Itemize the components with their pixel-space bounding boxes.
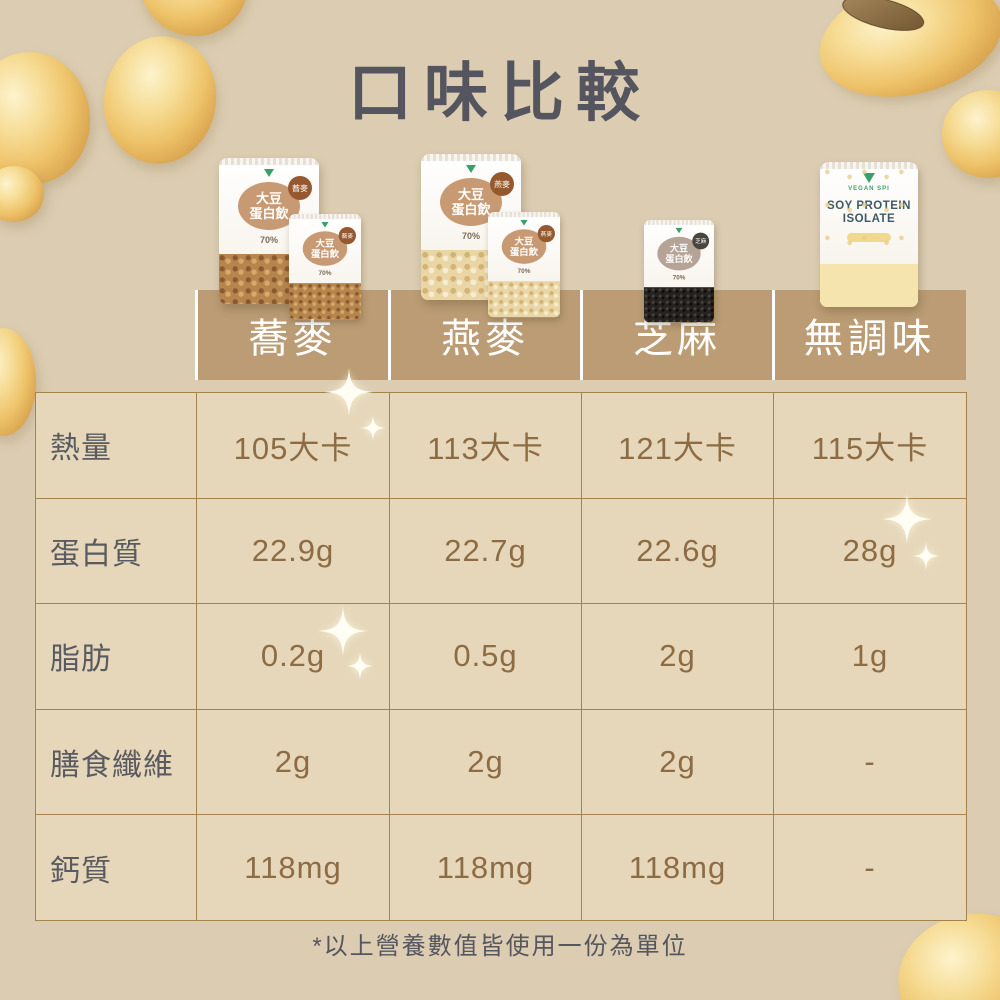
table-cell: 22.6g: [582, 498, 774, 605]
footnote-text: *以上營養數值皆使用一份為單位: [312, 933, 688, 960]
oat-flakes-image: [488, 281, 560, 318]
buckwheat-grains-image: [289, 283, 361, 320]
product-label-oval: 大豆 蛋白飲 芝麻: [657, 232, 710, 271]
product-label-text: 大豆: [315, 237, 335, 249]
brand-logo-icon: [520, 219, 528, 226]
table-cell: 2g: [582, 709, 774, 816]
row-label-fiber: 膳食纖維: [36, 709, 197, 816]
column-header-buckwheat: 蕎麥: [194, 290, 389, 380]
bag-seal: [820, 162, 918, 169]
product-bag-oat-small: 大豆 蛋白飲 燕麥 70%: [488, 212, 560, 318]
table-cell: 22.9g: [197, 498, 390, 605]
product-label-text: 蛋白飲: [310, 248, 340, 260]
product-title-text: SOY PROTEIN ISOLATE: [827, 200, 911, 226]
bag-seal: [488, 212, 560, 218]
table-cell: 28g: [774, 498, 967, 605]
table-cell: -: [774, 815, 967, 921]
sparkle-icon: [882, 494, 932, 544]
column-header-unflavored: 無調味: [771, 290, 966, 380]
row-label-fat: 脂肪: [36, 604, 197, 710]
sparkle-icon: [360, 415, 386, 441]
cream-powder-area: [820, 263, 918, 307]
product-label-text: 蛋白飲: [509, 246, 539, 258]
table-cell: 105大卡: [197, 393, 390, 499]
column-header-sesame: 芝麻: [579, 290, 773, 380]
row-label-protein: 蛋白質: [36, 498, 197, 605]
bag-seal: [644, 220, 714, 225]
product-bag-buckwheat-small: 大豆 蛋白飲 蕎麥 70%: [289, 214, 361, 320]
black-sesame-image: [644, 287, 714, 323]
nutrition-table: 熱量 105大卡 113大卡 121大卡 115大卡 蛋白質 22.9g 22.…: [35, 392, 967, 921]
flavor-badge: 芝麻: [692, 232, 710, 250]
page-title: 口味比較: [348, 57, 652, 129]
brand-logo-icon: [321, 221, 329, 228]
brand-logo-icon: [675, 227, 683, 234]
product-label-text: 大豆: [514, 235, 534, 247]
brand-logo-icon: [863, 173, 875, 183]
table-cell: 2g: [582, 604, 774, 710]
brand-logo-icon: [264, 169, 274, 177]
protein-percent-text: 70%: [259, 235, 278, 245]
product-label-text: 大豆: [669, 243, 689, 254]
sparkle-icon: [912, 542, 940, 570]
bag-seal: [219, 158, 319, 165]
bag-seal: [421, 154, 521, 161]
table-cell: 115大卡: [774, 393, 967, 499]
table-cell: 118mg: [390, 815, 582, 921]
table-cell: 2g: [390, 709, 582, 816]
soybean-hilum: [838, 0, 928, 38]
product-label-text: 蛋白飲: [451, 202, 491, 217]
product-label-text: 蛋白飲: [249, 206, 289, 221]
protein-percent-text: 70%: [517, 267, 531, 275]
product-bag-unflavored: VEGAN SPI SOY PROTEIN ISOLATE: [820, 162, 918, 307]
protein-percent-text: 70%: [672, 273, 686, 281]
product-title-line1: SOY PROTEIN: [827, 200, 911, 212]
sparkle-icon: [318, 606, 368, 656]
row-label-calories: 熱量: [36, 393, 197, 499]
product-label-oval: 大豆 蛋白飲 燕麥: [501, 224, 555, 264]
table-cell: 118mg: [197, 815, 390, 921]
flavor-badge: 燕麥: [490, 172, 514, 196]
row-label-calcium: 鈣質: [36, 815, 197, 921]
bag-seal: [289, 214, 361, 220]
product-title-line2: ISOLATE: [842, 213, 896, 225]
sparkle-icon: [325, 368, 373, 416]
protein-percent-text: 70%: [318, 269, 332, 277]
table-cell: 1g: [774, 604, 967, 710]
table-cell: 121大卡: [582, 393, 774, 499]
column-header-oat: 燕麥: [387, 290, 581, 380]
table-cell: 0.2g: [197, 604, 390, 710]
table-cell: 118mg: [582, 815, 774, 921]
protein-percent-text: 70%: [461, 231, 480, 241]
product-label-text: 大豆: [255, 191, 282, 206]
product-label-text: 大豆: [457, 187, 484, 202]
sparkle-icon: [346, 652, 374, 680]
table-cell: 22.7g: [390, 498, 582, 605]
table-cell: 0.5g: [390, 604, 582, 710]
table-cell: 2g: [197, 709, 390, 816]
product-label-text: 蛋白飲: [665, 253, 693, 265]
flavor-badge: 蕎麥: [338, 226, 356, 245]
flavor-badge: 蕎麥: [288, 176, 312, 200]
yellow-pill-graphic: [847, 233, 891, 242]
flavor-badge: 燕麥: [537, 224, 555, 243]
product-bag-sesame: 大豆 蛋白飲 芝麻 70%: [644, 220, 714, 323]
table-cell: -: [774, 709, 967, 816]
vegan-spi-text: VEGAN SPI: [848, 186, 890, 192]
product-label-oval: 大豆 蛋白飲 蕎麥: [302, 226, 356, 266]
soybean-image: [0, 328, 36, 436]
brand-logo-icon: [466, 165, 476, 173]
table-cell: 113大卡: [390, 393, 582, 499]
